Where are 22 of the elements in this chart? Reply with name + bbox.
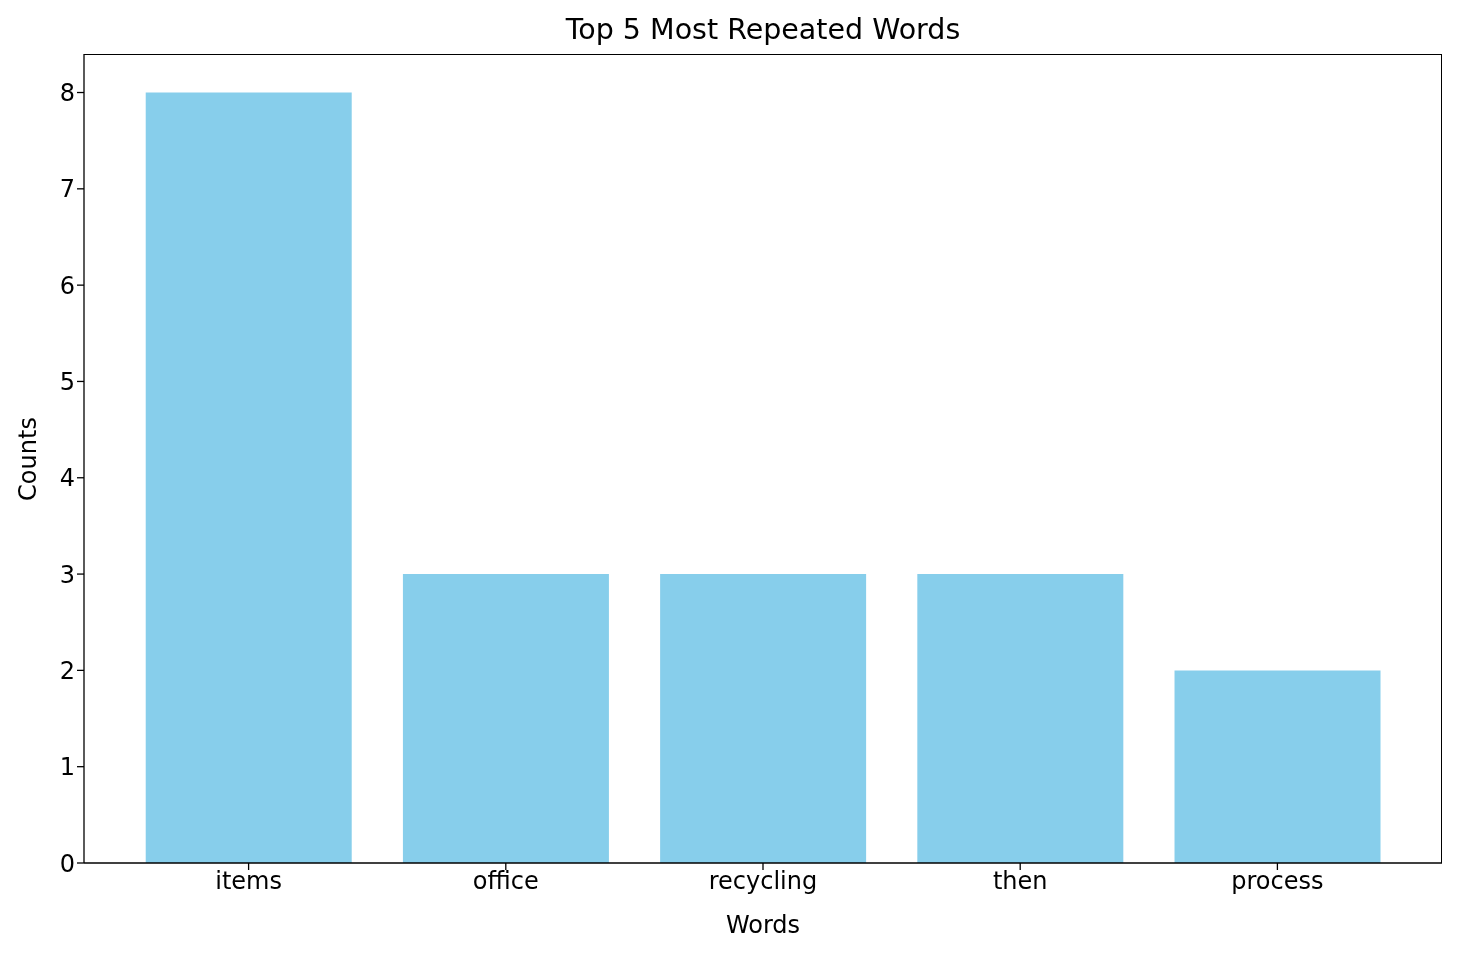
bar: [145, 92, 352, 863]
y-tick-label: 3: [59, 560, 75, 589]
bar: [917, 574, 1124, 863]
y-axis-title: Counts: [14, 416, 42, 501]
chart-title: Top 5 Most Repeated Words: [564, 13, 962, 46]
y-tick-label: 1: [59, 753, 75, 782]
y-tick-label: 5: [59, 367, 75, 396]
bar: [402, 574, 609, 863]
bar: [1174, 670, 1381, 863]
y-tick-label: 4: [59, 464, 75, 493]
y-tick-label: 6: [59, 271, 75, 300]
x-axis-title: Words: [724, 911, 802, 939]
y-tick-label: 8: [59, 79, 75, 108]
x-tick-label: then: [992, 867, 1048, 896]
y-tick-label: 7: [59, 175, 75, 204]
x-tick-label: process: [1231, 867, 1324, 896]
x-tick-label: office: [472, 867, 539, 896]
bar: [660, 574, 867, 863]
y-tick-label: 0: [59, 849, 75, 878]
x-tick-label: recycling: [708, 867, 818, 896]
x-tick-label: items: [215, 867, 282, 896]
y-tick-label: 2: [59, 656, 75, 685]
